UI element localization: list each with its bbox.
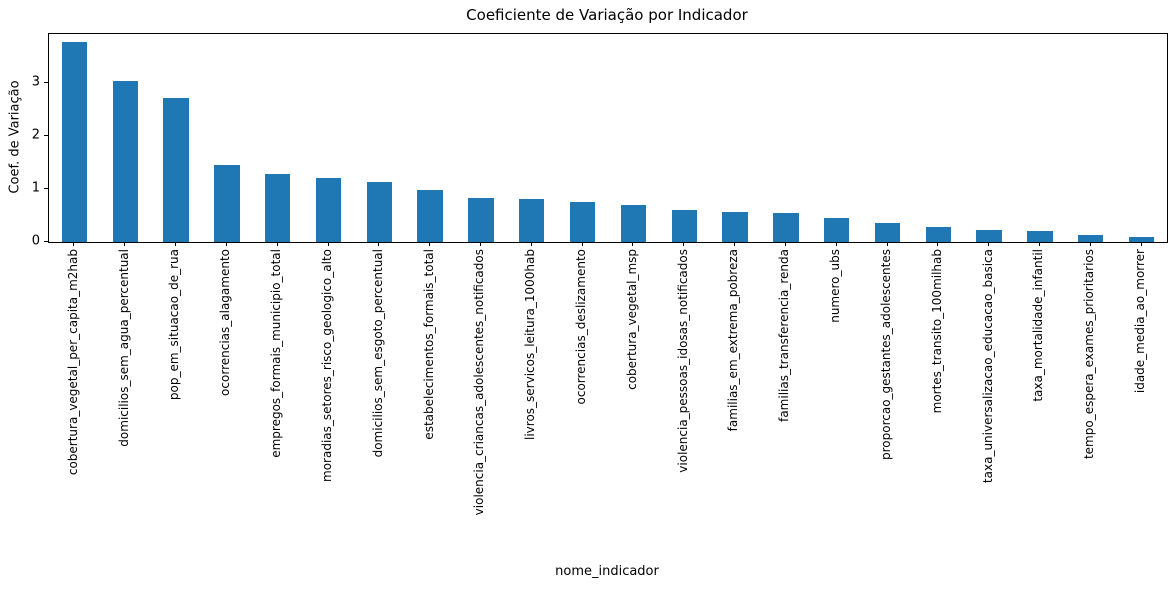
y-tick-label: 3 — [31, 74, 40, 90]
x-tick-label: cobertura_vegetal_msp — [624, 249, 639, 390]
y-tick-label: 0 — [31, 233, 40, 249]
bar-taxa_universalizacao_educacao_basica — [976, 230, 1002, 242]
y-tick-label: 1 — [31, 180, 40, 196]
chart-title: Coeficiente de Variação por Indicador — [466, 6, 748, 24]
x-tick-mark — [429, 242, 431, 246]
x-tick-mark — [784, 242, 786, 246]
x-tick-mark — [124, 242, 126, 246]
bar-mortes_transito_100milhab — [925, 226, 952, 242]
x-tick-label: idade_media_ao_morrer — [1132, 249, 1147, 394]
y-tick-mark — [44, 134, 48, 136]
x-tick-mark — [835, 242, 837, 246]
x-tick-label: violencia_pessoas_idosas_notificados — [675, 249, 690, 473]
bar-ocorrencias_alagamento — [214, 164, 240, 242]
bar-livros_servicos_leitura_1000hab — [519, 199, 545, 242]
x-tick-mark — [73, 242, 75, 246]
bar-familias_em_extrema_pobreza — [722, 211, 748, 242]
x-tick-mark — [1140, 242, 1142, 246]
x-tick-label: tempo_espera_exames_prioritarios — [1082, 249, 1097, 460]
y-tick-mark — [44, 241, 48, 242]
x-tick-mark — [632, 242, 634, 246]
plot-area — [48, 33, 1168, 243]
x-tick-label: mortes_transito_100milhab — [929, 249, 944, 414]
x-axis-label: nome_indicador — [555, 564, 659, 579]
bar-taxa_mortalidade_infantil — [1027, 230, 1053, 242]
bar-familias_transferencia_renda — [773, 212, 799, 242]
bar-pop_em_situacao_de_rua — [163, 98, 189, 242]
bar-moradias_setores_risco_geologico_alto — [315, 177, 342, 242]
x-tick-label: familias_em_extrema_pobreza — [726, 249, 741, 432]
x-tick-label: pop_em_situacao_de_rua — [167, 249, 182, 401]
x-tick-mark — [225, 242, 227, 246]
bar-cobertura_vegetal_per_capita_m2hab — [61, 41, 88, 242]
x-tick-mark — [479, 242, 481, 246]
x-tick-mark — [276, 242, 278, 246]
x-tick-label: taxa_universalizacao_educacao_basica — [980, 249, 995, 484]
x-tick-label: livros_servicos_leitura_1000hab — [523, 249, 538, 440]
bar-numero_ubs — [823, 217, 850, 242]
bar-estabelecimentos_formais_total — [417, 190, 443, 242]
x-tick-label: ocorrencias_alagamento — [218, 249, 233, 396]
y-tick-mark — [44, 81, 48, 83]
bar-ocorrencias_deslizamento — [569, 202, 596, 242]
x-tick-label: domicilios_sem_agua_percentual — [116, 249, 131, 447]
x-tick-label: moradias_setores_risco_geologico_alto — [319, 249, 334, 482]
x-tick-label: numero_ubs — [828, 249, 843, 323]
x-tick-label: estabelecimentos_formais_total — [421, 249, 436, 440]
x-tick-mark — [1038, 242, 1040, 246]
x-tick-label: ocorrencias_deslizamento — [573, 249, 588, 405]
bar-tempo_espera_exames_prioritarios — [1078, 235, 1104, 242]
x-tick-mark — [683, 242, 685, 246]
x-tick-label: taxa_mortalidade_infantil — [1031, 249, 1046, 402]
bar-violencia_criancas_adolescentes_notificados — [468, 197, 494, 242]
bar-domicilios_sem_esgoto_percentual — [366, 182, 393, 242]
x-tick-label: proporcao_gestantes_adolescentes — [878, 249, 893, 461]
bar-empregos_formais_municipio_total — [264, 174, 291, 242]
bar-domicilios_sem_agua_percentual — [112, 80, 138, 242]
x-tick-label: empregos_formais_municipio_total — [269, 249, 284, 458]
x-tick-mark — [886, 242, 888, 246]
x-tick-mark — [734, 242, 736, 246]
bar-proporcao_gestantes_adolescentes — [874, 223, 901, 242]
x-tick-mark — [581, 242, 583, 246]
x-tick-label: cobertura_vegetal_per_capita_m2hab — [65, 249, 80, 476]
bar-idade_media_ao_morrer — [1128, 236, 1155, 242]
x-tick-mark — [937, 242, 939, 246]
x-tick-mark — [530, 242, 532, 246]
x-tick-mark — [1089, 242, 1091, 246]
bar-cobertura_vegetal_msp — [620, 204, 647, 242]
x-tick-label: violencia_criancas_adolescentes_notifica… — [472, 249, 487, 516]
y-tick-label: 2 — [31, 127, 40, 143]
y-tick-mark — [44, 187, 48, 189]
x-tick-label: domicilios_sem_esgoto_percentual — [370, 249, 385, 458]
bar-violencia_pessoas_idosas_notificados — [671, 210, 697, 242]
x-tick-label: familias_transferencia_renda — [777, 249, 792, 422]
x-tick-mark — [327, 242, 329, 246]
x-tick-mark — [378, 242, 380, 246]
x-tick-mark — [988, 242, 990, 246]
x-tick-mark — [175, 242, 177, 246]
